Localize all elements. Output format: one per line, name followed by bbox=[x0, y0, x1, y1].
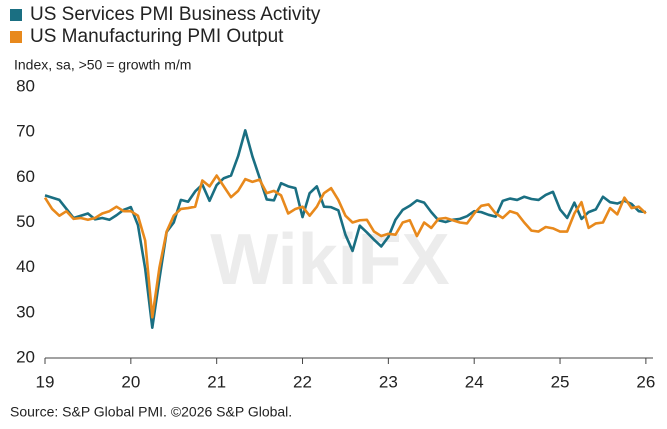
x-tick-label: 19 bbox=[36, 372, 55, 391]
x-tick-label: 26 bbox=[636, 372, 655, 391]
subtitle: Index, sa, >50 = growth m/m bbox=[14, 57, 191, 73]
x-tick-label: 23 bbox=[379, 372, 398, 391]
watermark: WikiFX bbox=[210, 220, 449, 300]
y-tick-label: 20 bbox=[16, 347, 35, 366]
legend-label: US Services PMI Business Activity bbox=[30, 4, 321, 25]
x-tick-label: 24 bbox=[465, 372, 484, 391]
legend-swatch bbox=[10, 9, 22, 21]
y-tick-label: 80 bbox=[16, 76, 35, 95]
legend-label: US Manufacturing PMI Output bbox=[30, 26, 284, 47]
x-tick-label: 22 bbox=[293, 372, 312, 391]
y-tick-label: 40 bbox=[16, 257, 35, 276]
y-tick-label: 30 bbox=[16, 302, 35, 321]
source: Source: S&P Global PMI. ©2026 S&P Global… bbox=[10, 404, 292, 420]
series-line bbox=[44, 129, 647, 330]
x-tick-label: 25 bbox=[551, 372, 570, 391]
legend-swatch bbox=[10, 31, 22, 43]
x-tick-label: 20 bbox=[121, 372, 140, 391]
series-line bbox=[43, 174, 647, 319]
y-tick-label: 50 bbox=[16, 212, 35, 231]
y-tick-label: 70 bbox=[16, 122, 35, 141]
y-tick-label: 60 bbox=[16, 167, 35, 186]
x-tick-label: 21 bbox=[207, 372, 226, 391]
